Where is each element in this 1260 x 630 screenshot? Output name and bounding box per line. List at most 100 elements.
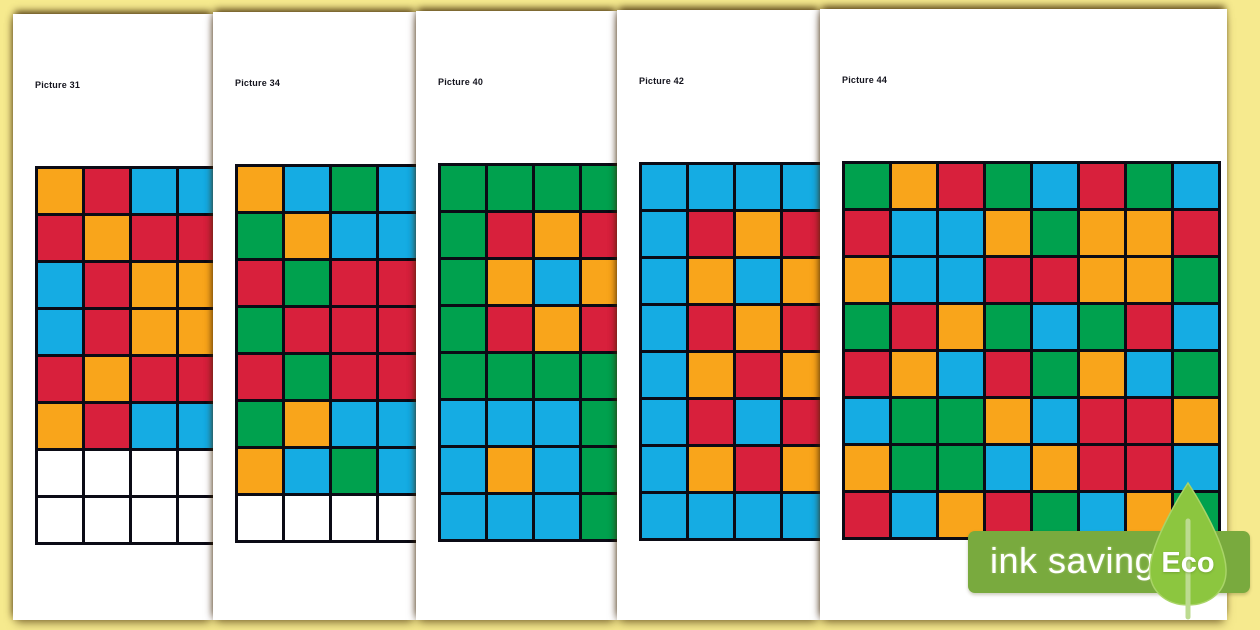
grid-cell (1033, 211, 1077, 255)
grid-cell (441, 307, 485, 351)
grid-cell (132, 404, 176, 448)
grid-cell (736, 306, 780, 350)
grid-cell (845, 399, 889, 443)
grid-cell (689, 494, 733, 538)
grid-cell (238, 449, 282, 493)
grid-cell (85, 404, 129, 448)
grid-cell (132, 169, 176, 213)
grid-cell (488, 307, 532, 351)
grid-cell (642, 212, 686, 256)
worksheet-page-2: Picture 34 (213, 12, 416, 620)
grid-cell (179, 263, 213, 307)
worksheet-page-1: Picture 31 (13, 14, 213, 620)
grid-cell (986, 258, 1030, 302)
grid-cell (38, 404, 82, 448)
grid-cell (1033, 164, 1077, 208)
grid-cell (1080, 211, 1124, 255)
grid-cell (179, 498, 213, 542)
grid-cell (892, 305, 936, 349)
grid-cell (379, 167, 416, 211)
grid-cell (1033, 305, 1077, 349)
grid-cell (1080, 399, 1124, 443)
color-grid (639, 162, 820, 541)
grid-cell (689, 306, 733, 350)
grid-cell (845, 164, 889, 208)
eco-label: Eco (1161, 547, 1215, 579)
grid-cell (1033, 446, 1077, 490)
grid-cell (132, 357, 176, 401)
grid-cell (939, 164, 983, 208)
grid-cell (642, 447, 686, 491)
grid-cell (642, 353, 686, 397)
grid-cell (1127, 211, 1171, 255)
grid-cell (642, 259, 686, 303)
grid-cell (238, 308, 282, 352)
grid-cell (986, 305, 1030, 349)
grid-cell (1127, 446, 1171, 490)
grid-cell (736, 400, 780, 444)
grid-cell (238, 402, 282, 446)
grid-cell (285, 449, 329, 493)
grid-cell (1080, 164, 1124, 208)
grid-cell (642, 494, 686, 538)
grid-cell (892, 211, 936, 255)
grid-cell (441, 354, 485, 398)
grid-cell (488, 401, 532, 445)
grid-cell (939, 446, 983, 490)
grid-cell (582, 448, 617, 492)
grid-cell (689, 212, 733, 256)
grid-cell (736, 259, 780, 303)
page-title: Picture 44 (842, 75, 888, 85)
grid-cell (332, 402, 376, 446)
grid-cell (1033, 352, 1077, 396)
grid-cell (582, 495, 617, 539)
grid-cell (736, 353, 780, 397)
grid-cell (1127, 305, 1171, 349)
grid-cell (939, 399, 983, 443)
grid-cell (379, 261, 416, 305)
grid-cell (783, 494, 820, 538)
grid-cell (845, 493, 889, 537)
grid-cell (689, 353, 733, 397)
grid-cell (38, 310, 82, 354)
grid-cell (1080, 446, 1124, 490)
grid-cell (845, 258, 889, 302)
grid-cell (582, 401, 617, 445)
grid-cell (488, 448, 532, 492)
grid-cell (986, 446, 1030, 490)
grid-cell (939, 352, 983, 396)
page-title: Picture 40 (438, 77, 484, 87)
grid-cell (939, 258, 983, 302)
grid-cell (488, 354, 532, 398)
grid-cell (783, 212, 820, 256)
grid-cell (379, 402, 416, 446)
grid-cell (535, 166, 579, 210)
grid-cell (582, 260, 617, 304)
eco-leaf-icon: Eco (1146, 481, 1230, 621)
grid-cell (1033, 493, 1077, 537)
grid-cell (441, 260, 485, 304)
grid-cell (332, 355, 376, 399)
grid-cell (179, 310, 213, 354)
grid-cell (736, 494, 780, 538)
grid-cell (85, 216, 129, 260)
grid-cell (238, 496, 282, 540)
grid-cell (1174, 211, 1218, 255)
grid-cell (132, 451, 176, 495)
grid-cell (38, 357, 82, 401)
page-title: Picture 34 (235, 78, 281, 88)
grid-cell (285, 167, 329, 211)
grid-cell (1033, 399, 1077, 443)
grid-cell (238, 214, 282, 258)
grid-cell (285, 355, 329, 399)
color-grid (235, 164, 416, 543)
grid-cell (179, 404, 213, 448)
grid-cell (238, 261, 282, 305)
grid-cell (1080, 258, 1124, 302)
grid-cell (642, 400, 686, 444)
grid-cell (582, 354, 617, 398)
grid-cell (535, 354, 579, 398)
grid-cell (783, 400, 820, 444)
grid-cell (332, 167, 376, 211)
grid-cell (132, 310, 176, 354)
